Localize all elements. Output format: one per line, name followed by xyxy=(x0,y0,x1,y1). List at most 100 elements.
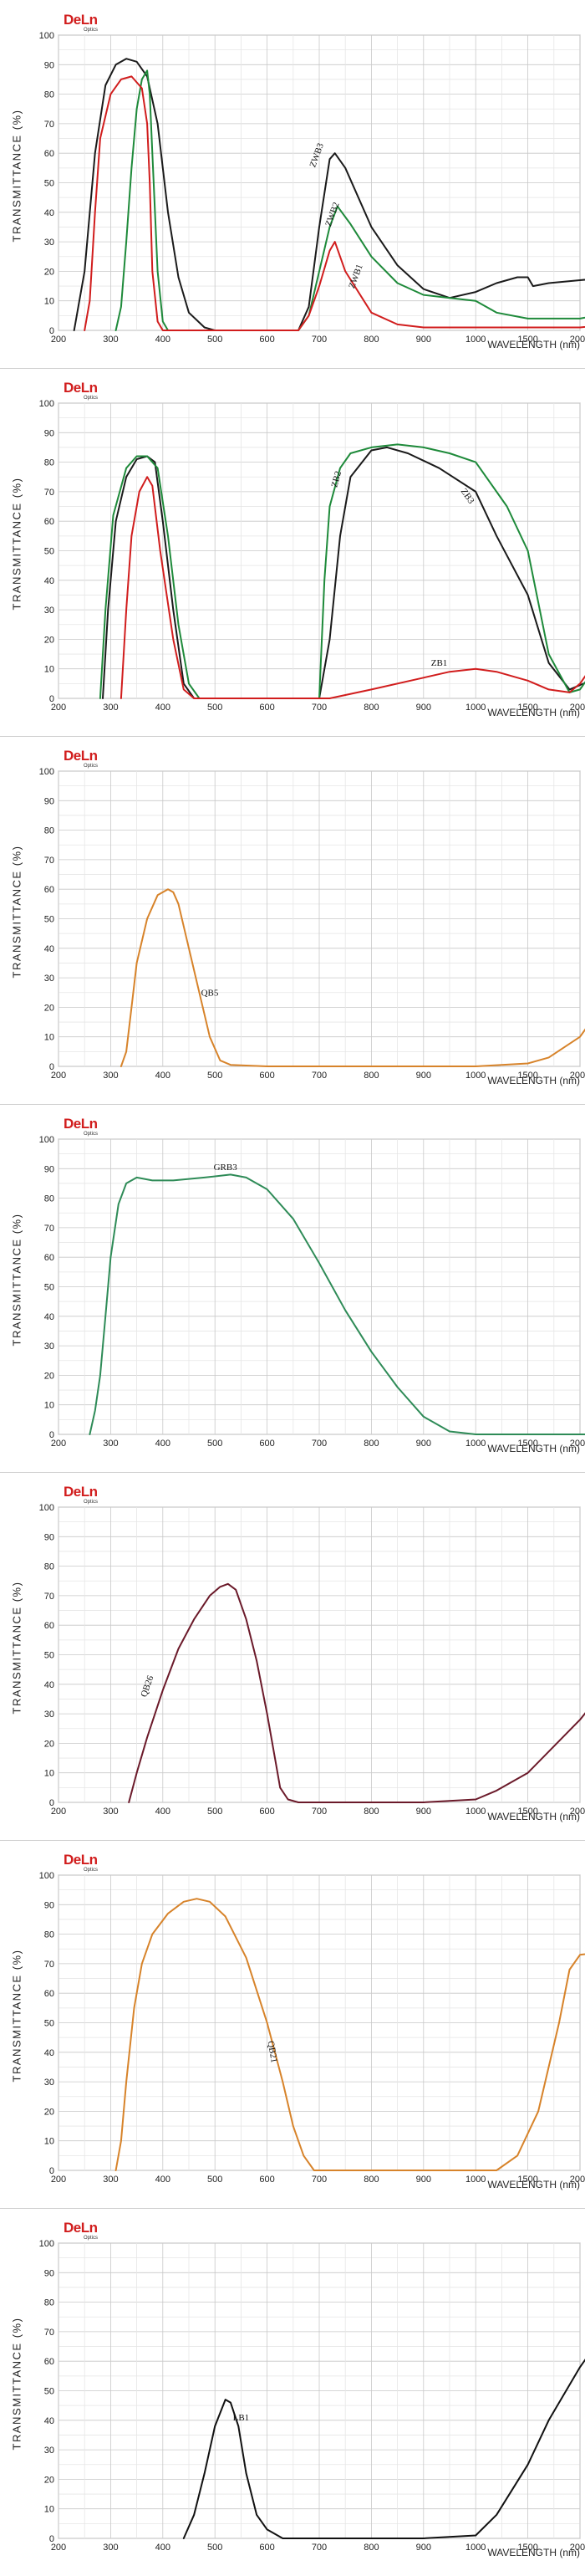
brand-logo: DeLn Optics xyxy=(64,380,114,405)
x-axis-label: WAVELENGTH (nm) xyxy=(487,1811,580,1822)
series-line-zwb2 xyxy=(114,69,585,331)
x-tick-label: 700 xyxy=(312,703,327,713)
brand-logo-subtext: Optics xyxy=(84,1132,99,1137)
y-tick-label: 100 xyxy=(39,399,54,409)
x-tick-label: 400 xyxy=(155,1807,170,1817)
brand-logo-text: DeLn xyxy=(64,1484,98,1500)
x-tick-label: 800 xyxy=(364,335,379,345)
series-label-zb1: ZB1 xyxy=(431,658,448,668)
y-tick-label: 60 xyxy=(44,1989,54,1999)
x-tick-label: 800 xyxy=(364,2175,379,2185)
panel-separator xyxy=(0,1104,585,1105)
brand-logo: DeLn Optics xyxy=(64,1852,114,1877)
x-tick-label: 1000 xyxy=(465,335,486,345)
y-tick-label: 50 xyxy=(44,1651,54,1661)
y-tick-label: 30 xyxy=(44,974,54,984)
y-tick-label: 20 xyxy=(44,1371,54,1381)
chart-plot-svg: 0 10 20 30 40 50 60 70 80 90 100 200 300 400 500 600 700… xyxy=(39,767,585,1081)
brand-logo-text: DeLn xyxy=(64,748,98,764)
x-tick-label: 400 xyxy=(155,2543,170,2553)
x-tick-label: 800 xyxy=(364,703,379,713)
x-tick-label: 300 xyxy=(103,2175,118,2185)
x-axis-label: WAVELENGTH (nm) xyxy=(487,1443,580,1454)
y-tick-label: 10 xyxy=(44,1033,54,1043)
x-tick-label: 200 xyxy=(51,2543,66,2553)
series-label-qb21: QB21 xyxy=(265,2040,278,2063)
y-tick-label: 90 xyxy=(44,1164,54,1174)
x-tick-label: 300 xyxy=(103,1807,118,1817)
y-tick-label: 90 xyxy=(44,1532,54,1542)
x-tick-label: 2000 xyxy=(570,2175,585,2185)
x-tick-label: 2000 xyxy=(570,703,585,713)
y-tick-label: 80 xyxy=(44,458,54,468)
panel-separator xyxy=(0,1840,585,1841)
y-tick-label: 0 xyxy=(49,326,54,336)
series-line-grb3 xyxy=(89,1173,585,1435)
y-tick-label: 50 xyxy=(44,179,54,189)
series-line-qb21 xyxy=(114,1898,585,2171)
series-line-qb5 xyxy=(120,888,585,1067)
transmittance-chart-panel: 0 10 20 30 40 50 60 70 80 90 100 200 300 400 500 600 700… xyxy=(0,2208,585,2576)
y-tick-label: 100 xyxy=(39,767,54,777)
y-tick-label: 30 xyxy=(44,2078,54,2088)
x-tick-label: 800 xyxy=(364,1071,379,1081)
x-tick-label: 2000 xyxy=(570,2543,585,2553)
brand-logo: DeLn Optics xyxy=(64,12,114,37)
x-tick-label: 200 xyxy=(51,1439,66,1449)
x-tick-label: 500 xyxy=(207,1071,222,1081)
series-line-zwb1 xyxy=(84,75,585,331)
series-label-zb2: ZB2 xyxy=(329,470,343,488)
x-tick-label: 1000 xyxy=(465,2543,486,2553)
transmittance-chart-panel: 0 10 20 30 40 50 60 70 80 90 100 200 300 400 500 600 700… xyxy=(0,1104,585,1472)
x-tick-label: 300 xyxy=(103,1439,118,1449)
y-axis-label: TRANSMITTANCE (%) xyxy=(10,1949,23,2083)
y-tick-label: 10 xyxy=(44,2137,54,2147)
x-tick-label: 700 xyxy=(312,1439,327,1449)
y-tick-label: 40 xyxy=(44,2416,54,2426)
x-tick-label: 300 xyxy=(103,703,118,713)
y-tick-label: 80 xyxy=(44,2298,54,2308)
x-tick-label: 1500 xyxy=(517,335,537,345)
x-axis-label: WAVELENGTH (nm) xyxy=(487,339,580,350)
brand-logo-subtext: Optics xyxy=(84,396,99,401)
y-axis-label-holder: TRANSMITTANCE (%) xyxy=(0,0,33,368)
y-tick-label: 50 xyxy=(44,547,54,557)
x-tick-label: 1000 xyxy=(465,1807,486,1817)
x-tick-label: 400 xyxy=(155,703,170,713)
brand-logo: DeLn Optics xyxy=(64,748,114,773)
x-axis-label: WAVELENGTH (nm) xyxy=(487,2179,580,2190)
y-axis-label: TRANSMITTANCE (%) xyxy=(10,2317,23,2451)
series-line-zwb3 xyxy=(73,58,585,331)
y-tick-label: 40 xyxy=(44,944,54,954)
x-tick-label: 1500 xyxy=(517,2543,537,2553)
x-tick-label: 300 xyxy=(103,1071,118,1081)
y-tick-label: 50 xyxy=(44,2387,54,2397)
y-axis-label: TRANSMITTANCE (%) xyxy=(10,477,23,611)
y-tick-label: 10 xyxy=(44,297,54,307)
x-tick-label: 500 xyxy=(207,1807,222,1817)
y-axis-label: TRANSMITTANCE (%) xyxy=(10,1581,23,1715)
brand-logo-subtext: Optics xyxy=(84,28,99,33)
y-tick-label: 20 xyxy=(44,1003,54,1013)
chart-plot-svg: 0 10 20 30 40 50 60 70 80 90 100 200 300 400 500 600 700… xyxy=(39,399,585,713)
y-tick-label: 80 xyxy=(44,1930,54,1940)
x-tick-label: 600 xyxy=(259,335,274,345)
x-tick-label: 900 xyxy=(416,1807,431,1817)
y-tick-label: 30 xyxy=(44,238,54,248)
x-tick-label: 900 xyxy=(416,1439,431,1449)
y-tick-label: 30 xyxy=(44,606,54,616)
panel-separator xyxy=(0,2208,585,2209)
x-tick-label: 800 xyxy=(364,2543,379,2553)
y-tick-label: 80 xyxy=(44,826,54,836)
x-tick-label: 800 xyxy=(364,1807,379,1817)
y-tick-label: 60 xyxy=(44,517,54,527)
y-tick-label: 90 xyxy=(44,1900,54,1910)
brand-logo-text: DeLn xyxy=(64,1852,98,1868)
y-axis-label-holder: TRANSMITTANCE (%) xyxy=(0,1472,33,1840)
x-tick-label: 2000 xyxy=(570,1439,585,1449)
x-tick-label: 400 xyxy=(155,1439,170,1449)
brand-logo-subtext: Optics xyxy=(84,1500,99,1505)
y-tick-label: 70 xyxy=(44,1224,54,1234)
x-tick-label: 900 xyxy=(416,2175,431,2185)
x-tick-label: 1000 xyxy=(465,2175,486,2185)
